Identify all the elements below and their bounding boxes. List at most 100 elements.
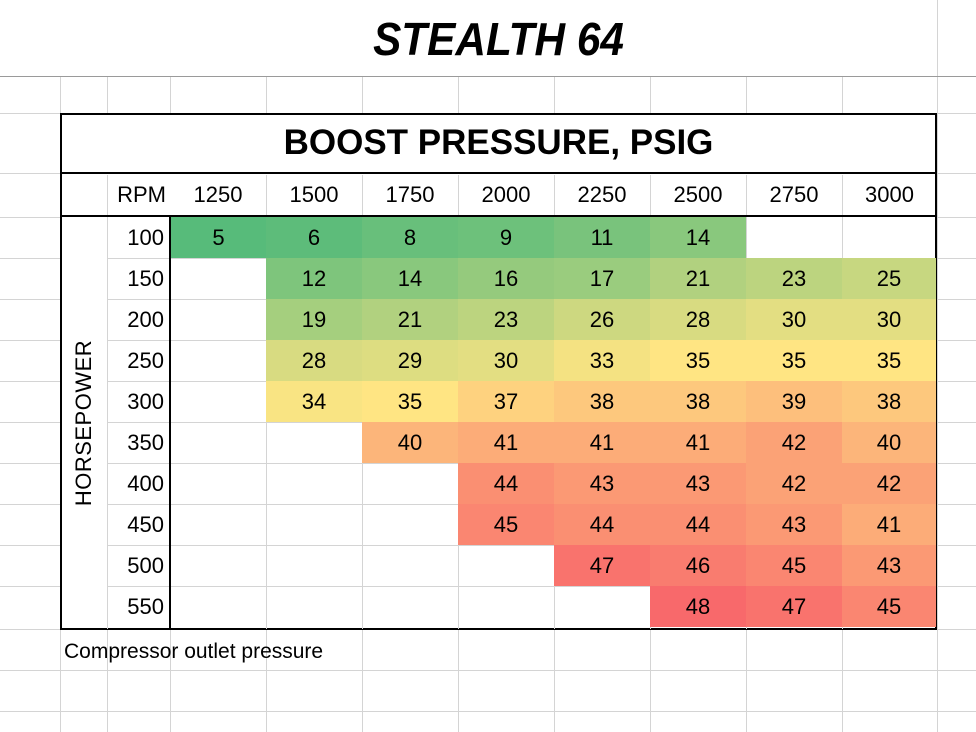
pressure-cell: 35 (362, 381, 458, 422)
pressure-cell (362, 545, 458, 586)
gridline-horizontal (0, 670, 976, 671)
footnote: Compressor outlet pressure (64, 640, 324, 663)
pressure-cell: 41 (458, 422, 554, 463)
pressure-cell: 44 (458, 463, 554, 504)
pressure-cell: 43 (554, 463, 650, 504)
pressure-cell: 38 (650, 381, 746, 422)
rpm-header: 3000 (865, 182, 914, 207)
pressure-cell (171, 381, 266, 422)
pressure-cell (362, 504, 458, 545)
pressure-cell: 11 (554, 217, 650, 258)
pressure-cell (171, 258, 266, 299)
pressure-cell: 43 (650, 463, 746, 504)
horsepower-value: 100 (127, 224, 164, 250)
pressure-cell: 44 (650, 504, 746, 545)
pressure-cell: 41 (554, 422, 650, 463)
pressure-cell (171, 299, 266, 340)
gridline-horizontal (0, 711, 976, 712)
cell-border (107, 586, 936, 587)
pressure-cell: 40 (362, 422, 458, 463)
pressure-cell (554, 586, 650, 627)
pressure-cell: 28 (266, 340, 362, 381)
rpm-header: 1250 (193, 182, 243, 207)
pressure-cell: 42 (746, 422, 842, 463)
pressure-cell: 9 (458, 217, 554, 258)
horsepower-value: 150 (127, 265, 164, 291)
pressure-cell: 17 (554, 258, 650, 299)
pressure-cell: 35 (746, 340, 842, 381)
pressure-cell: 38 (842, 381, 936, 422)
pressure-cell: 14 (650, 217, 746, 258)
header-divider (60, 215, 937, 217)
table-heading: BOOST PRESSURE, PSIG (60, 113, 937, 174)
pressure-cell: 30 (842, 299, 936, 340)
cell-border (107, 175, 108, 629)
pressure-cell (171, 504, 266, 545)
rpm-axis-label: RPM (117, 182, 166, 207)
pressure-cell: 46 (650, 545, 746, 586)
rpm-header: 2250 (577, 182, 627, 207)
pressure-cell: 5 (171, 217, 266, 258)
pressure-cell (171, 422, 266, 463)
hp-divider (169, 216, 171, 630)
cell-border (107, 545, 936, 546)
gridline-vertical (937, 0, 938, 732)
pressure-cell: 34 (266, 381, 362, 422)
pressure-cell: 45 (842, 586, 936, 627)
pressure-cell (746, 217, 842, 258)
pressure-cell: 47 (554, 545, 650, 586)
rpm-header: 2000 (481, 182, 531, 207)
pressure-cell: 41 (842, 504, 936, 545)
pressure-cell: 28 (650, 299, 746, 340)
pressure-cell: 25 (842, 258, 936, 299)
pressure-cell (842, 217, 936, 258)
pressure-cell (266, 463, 362, 504)
page-title: STEALTH 64 (95, 0, 902, 77)
rpm-header: 1750 (385, 182, 435, 207)
horsepower-value: 400 (127, 470, 164, 496)
pressure-cell: 39 (746, 381, 842, 422)
rpm-header: 1500 (289, 182, 339, 207)
rpm-header: 2750 (769, 182, 819, 207)
pressure-cell: 23 (746, 258, 842, 299)
pressure-cell: 45 (458, 504, 554, 545)
pressure-cell: 29 (362, 340, 458, 381)
pressure-cell: 35 (650, 340, 746, 381)
pressure-cell: 30 (458, 340, 554, 381)
horsepower-value: 500 (127, 552, 164, 578)
pressure-cell (266, 586, 362, 627)
pressure-cell: 37 (458, 381, 554, 422)
pressure-cell: 16 (458, 258, 554, 299)
horsepower-value: 300 (127, 388, 164, 414)
pressure-cell: 8 (362, 217, 458, 258)
pressure-cell: 44 (554, 504, 650, 545)
pressure-cell: 14 (362, 258, 458, 299)
pressure-cell: 38 (554, 381, 650, 422)
pressure-cell (266, 504, 362, 545)
horsepower-value: 350 (127, 429, 164, 455)
pressure-cell: 12 (266, 258, 362, 299)
pressure-cell: 42 (842, 463, 936, 504)
pressure-cell (171, 545, 266, 586)
horsepower-value: 450 (127, 511, 164, 537)
horsepower-axis-label: HORSEPOWER (71, 339, 97, 507)
pressure-cell: 30 (746, 299, 842, 340)
pressure-cell: 42 (746, 463, 842, 504)
horsepower-value: 200 (127, 306, 164, 332)
pressure-cell: 19 (266, 299, 362, 340)
pressure-cell (171, 340, 266, 381)
pressure-cell: 41 (650, 422, 746, 463)
pressure-cell: 47 (746, 586, 842, 627)
pressure-cell (458, 545, 554, 586)
pressure-cell (171, 586, 266, 627)
horsepower-value: 250 (127, 347, 164, 373)
pressure-cell: 35 (842, 340, 936, 381)
pressure-cell: 45 (746, 545, 842, 586)
pressure-cell: 26 (554, 299, 650, 340)
pressure-cell: 40 (842, 422, 936, 463)
pressure-cell: 21 (650, 258, 746, 299)
pressure-cell (266, 422, 362, 463)
pressure-cell: 33 (554, 340, 650, 381)
title-divider (0, 76, 976, 77)
pressure-cell (362, 463, 458, 504)
